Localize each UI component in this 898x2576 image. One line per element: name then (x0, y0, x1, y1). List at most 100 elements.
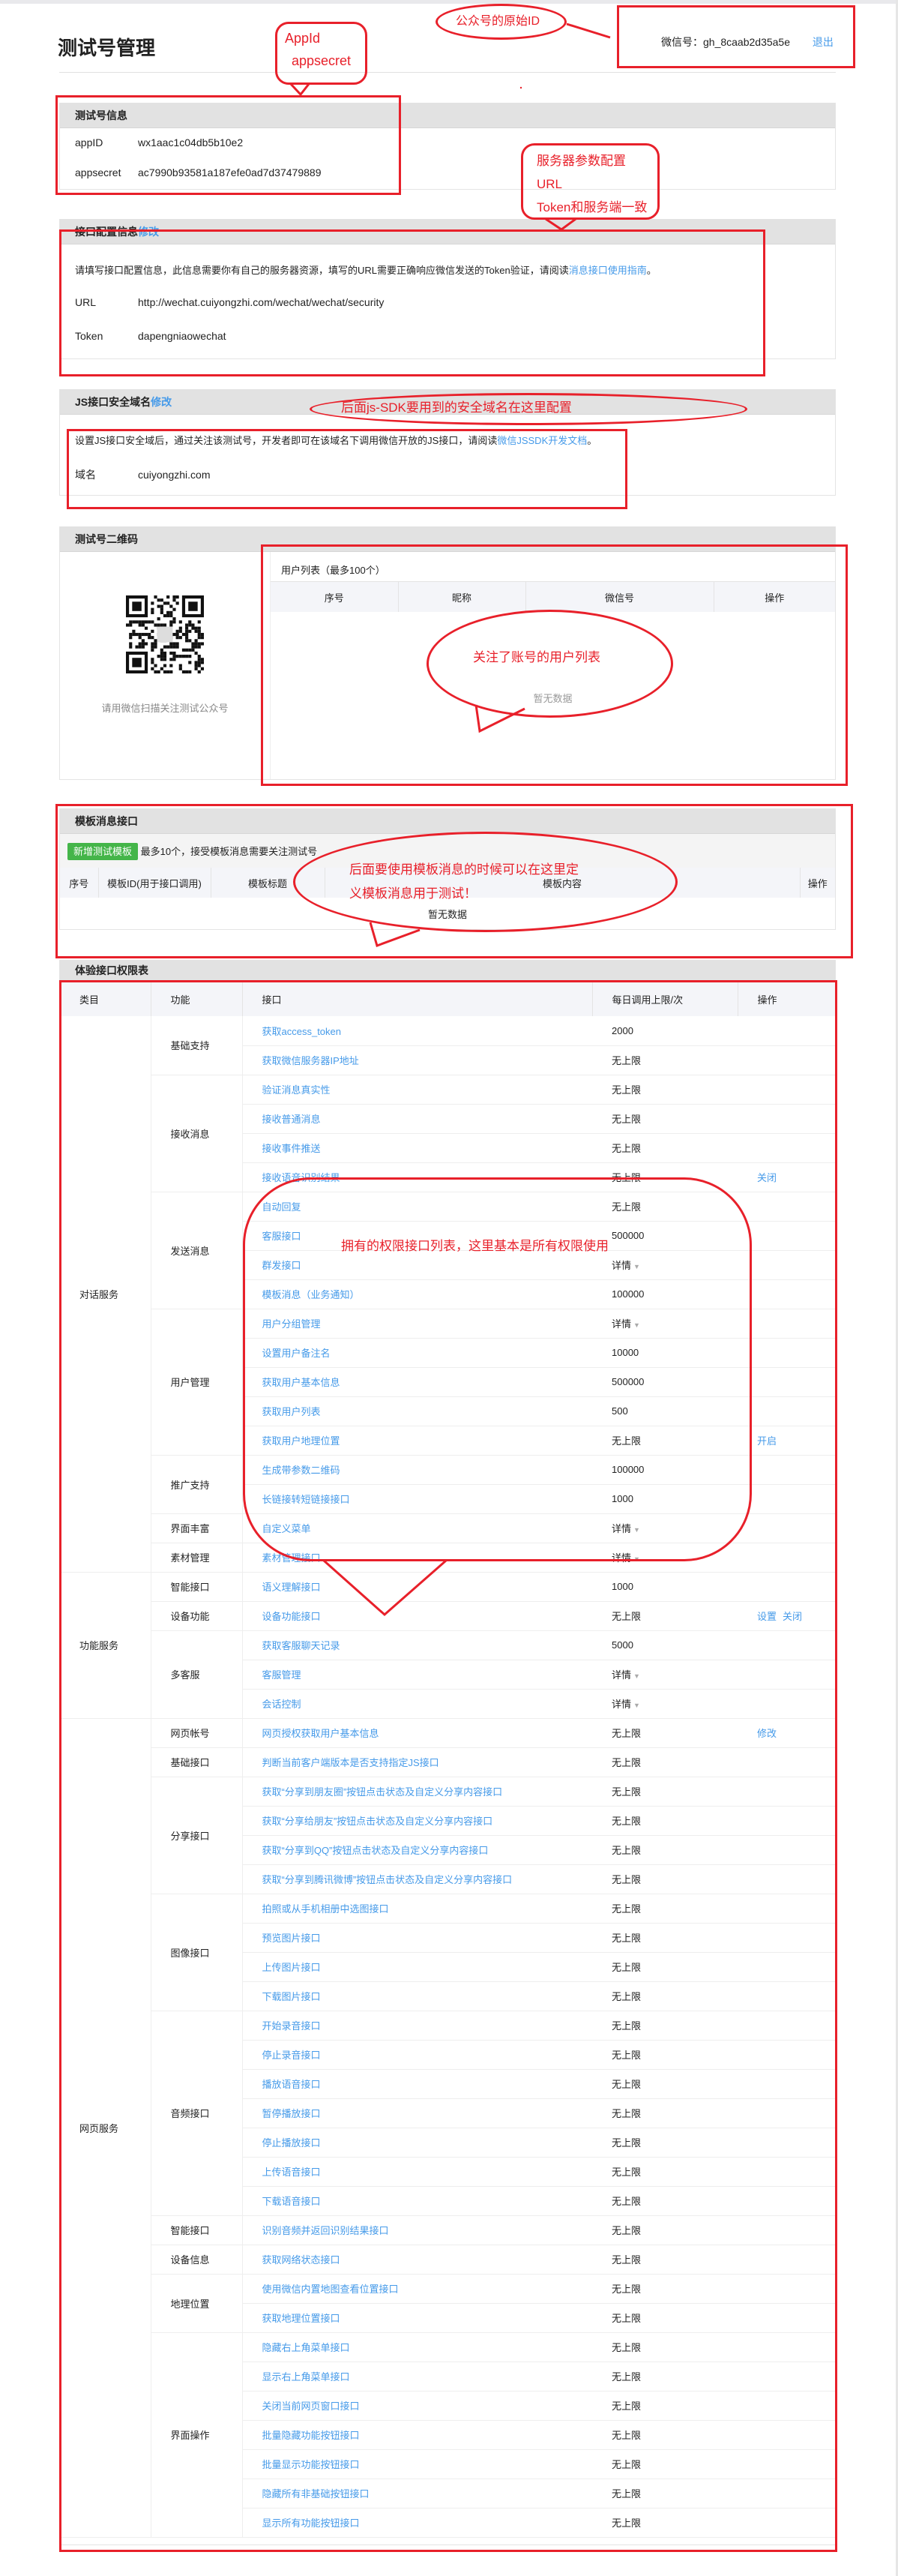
limit-value[interactable]: 详情 (612, 1318, 632, 1330)
action-link[interactable]: 设置 (757, 1611, 777, 1622)
interface-link[interactable]: 获取用户地理位置 (262, 1435, 340, 1447)
interface-link[interactable]: 开始录音接口 (262, 2020, 321, 2032)
limit-cell[interactable]: 详情 ▼ (592, 1309, 738, 1339)
interface-link[interactable]: 批量隐藏功能按钮接口 (262, 2430, 360, 2441)
interface-link[interactable]: 隐藏右上角菜单接口 (262, 2342, 350, 2353)
chevron-down-icon[interactable]: ▼ (633, 1263, 640, 1270)
user-list-empty: 暂无数据 (533, 693, 573, 704)
interface-link[interactable]: 模板消息（业务通知） (262, 1289, 360, 1300)
limit-cell[interactable]: 详情 ▼ (592, 1660, 738, 1690)
jssdk-doc-link[interactable]: 微信JSSDK开发文档 (497, 435, 588, 446)
top-strip (0, 0, 898, 4)
limit-value: 无上限 (612, 2225, 642, 2236)
interface-link[interactable]: 语义理解接口 (262, 1582, 321, 1593)
interface-link[interactable]: 上传图片接口 (262, 1962, 321, 1973)
interface-link[interactable]: 获取“分享到腾讯微博”按钮点击状态及自定义分享内容接口 (262, 1874, 513, 1885)
interface-link[interactable]: 自动回复 (262, 1201, 301, 1213)
interface-link[interactable]: 设置用户备注名 (262, 1348, 331, 1359)
interface-link[interactable]: 获取客服聊天记录 (262, 1640, 340, 1651)
interface-cell: 关闭当前网页窗口接口 (242, 2391, 592, 2421)
interface-link[interactable]: 下载图片接口 (262, 1991, 321, 2002)
interface-link[interactable]: 自定义菜单 (262, 1523, 311, 1534)
interface-link[interactable]: 显示所有功能按钮接口 (262, 2518, 360, 2529)
interface-link[interactable]: 批量显示功能按钮接口 (262, 2459, 360, 2470)
interface-link[interactable]: 获取网络状态接口 (262, 2254, 340, 2266)
limit-cell[interactable]: 详情 ▼ (592, 1250, 738, 1280)
action-link[interactable]: 修改 (757, 1728, 777, 1739)
interface-link[interactable]: 暂停播放接口 (262, 2108, 321, 2119)
interface-link[interactable]: 拍照或从手机相册中选图接口 (262, 1903, 389, 1915)
table-row: 关闭当前网页窗口接口 无上限 (60, 2391, 835, 2421)
table-row: 界面丰富 自定义菜单 详情 ▼ (60, 1513, 835, 1543)
limit-value[interactable]: 详情 (612, 1699, 632, 1710)
msg-guide-link[interactable]: 消息接口使用指南 (568, 265, 647, 276)
limit-value[interactable]: 详情 (612, 1260, 632, 1271)
interface-link[interactable]: 设备功能接口 (262, 1611, 321, 1622)
interface-link[interactable]: 获取地理位置接口 (262, 2313, 340, 2324)
edit-js-domain-link[interactable]: 修改 (151, 396, 172, 408)
interface-link[interactable]: 客服接口 (262, 1231, 301, 1242)
limit-value: 无上限 (612, 1845, 642, 1856)
limit-cell: 无上限 (592, 1981, 738, 2011)
limit-value[interactable]: 详情 (612, 1669, 632, 1681)
limit-cell: 100000 (592, 1279, 738, 1309)
interface-link[interactable]: 播放语音接口 (262, 2079, 321, 2090)
action-link[interactable]: 开启 (757, 1435, 777, 1447)
add-test-template-button[interactable]: 新增测试模板 (67, 843, 139, 860)
interface-link[interactable]: 网页授权获取用户基本信息 (262, 1728, 379, 1739)
interface-link[interactable]: 使用微信内置地图查看位置接口 (262, 2284, 399, 2295)
function-cell: 智能接口 (151, 2215, 243, 2245)
interface-link[interactable]: 关闭当前网页窗口接口 (262, 2401, 360, 2412)
interface-link[interactable]: 下载语音接口 (262, 2196, 321, 2207)
interface-link[interactable]: 接收语音识别结果 (262, 1172, 340, 1183)
logout-link[interactable]: 退出 (812, 36, 834, 48)
interface-link[interactable]: 预览图片接口 (262, 1933, 321, 1944)
desc-text: 设置JS接口安全域后，通过关注该测试号，开发者即可在该域名下调用微信开放的JS接… (75, 435, 498, 446)
interface-link[interactable]: 获取“分享到QQ”按钮点击状态及自定义分享内容接口 (262, 1845, 489, 1856)
action-link[interactable]: 关闭 (783, 1611, 803, 1622)
interface-link[interactable]: 停止录音接口 (262, 2050, 321, 2061)
chevron-down-icon[interactable]: ▼ (633, 1526, 640, 1534)
interface-link[interactable]: 判断当前客户端版本是否支持指定JS接口 (262, 1757, 439, 1768)
interface-link[interactable]: 客服管理 (262, 1669, 301, 1681)
interface-link[interactable]: 接收事件推送 (262, 1143, 321, 1154)
interface-link[interactable]: 用户分组管理 (262, 1318, 321, 1330)
action-link[interactable]: 关闭 (757, 1172, 777, 1183)
edit-interface-link[interactable]: 修改 (138, 226, 159, 238)
interface-link[interactable]: 上传语音接口 (262, 2167, 321, 2178)
limit-cell[interactable]: 详情 ▼ (592, 1689, 738, 1719)
scrollbar[interactable] (896, 0, 898, 2576)
chevron-down-icon[interactable]: ▼ (633, 1321, 640, 1329)
limit-cell: 无上限 (592, 2274, 738, 2304)
interface-link[interactable]: 隐藏所有非基础按钮接口 (262, 2488, 370, 2500)
interface-link[interactable]: 会话控制 (262, 1699, 301, 1710)
interface-link[interactable]: 获取用户列表 (262, 1406, 321, 1417)
interface-link[interactable]: 获取微信服务器IP地址 (262, 1055, 359, 1066)
limit-cell[interactable]: 详情 ▼ (592, 1513, 738, 1543)
interface-link[interactable]: 停止播放接口 (262, 2137, 321, 2149)
js-domain-panel: JS接口安全域名修改 设置JS接口安全域后，通过关注该测试号，开发者即可在该域名… (59, 389, 836, 496)
table-row: 批量显示功能按钮接口 无上限 (60, 2449, 835, 2479)
limit-cell: 无上限 (592, 2098, 738, 2128)
interface-link[interactable]: 验证消息真实性 (262, 1084, 331, 1096)
interface-link[interactable]: 群发接口 (262, 1260, 301, 1271)
chevron-down-icon[interactable]: ▼ (633, 1555, 640, 1563)
test-info-panel: 测试号信息 appID wx1aac1c04db5b10e2 appsecret a… (59, 103, 836, 190)
chevron-down-icon[interactable]: ▼ (633, 1702, 640, 1709)
interface-link[interactable]: 素材管理接口 (262, 1552, 321, 1564)
limit-value[interactable]: 详情 (612, 1523, 632, 1534)
interface-link[interactable]: 获取“分享到朋友圈”按钮点击状态及自定义分享内容接口 (262, 1786, 503, 1798)
interface-link[interactable]: 长链接转短链接接口 (262, 1494, 350, 1505)
interface-link[interactable]: 生成带参数二维码 (262, 1465, 340, 1476)
limit-value: 500 (612, 1405, 628, 1417)
limit-cell[interactable]: 详情 ▼ (592, 1543, 738, 1573)
interface-link[interactable]: 接收普通消息 (262, 1114, 321, 1125)
interface-link[interactable]: 显示右上角菜单接口 (262, 2371, 350, 2383)
interface-link[interactable]: 识别音频并返回识别结果接口 (262, 2225, 389, 2236)
interface-link[interactable]: 获取用户基本信息 (262, 1377, 340, 1388)
interface-link[interactable]: 获取access_token (262, 1025, 342, 1037)
chevron-down-icon[interactable]: ▼ (633, 1672, 640, 1680)
domain-label: 域名 (75, 469, 96, 481)
limit-value[interactable]: 详情 (612, 1552, 632, 1564)
interface-link[interactable]: 获取“分享给朋友”按钮点击状态及自定义分享内容接口 (262, 1816, 493, 1827)
